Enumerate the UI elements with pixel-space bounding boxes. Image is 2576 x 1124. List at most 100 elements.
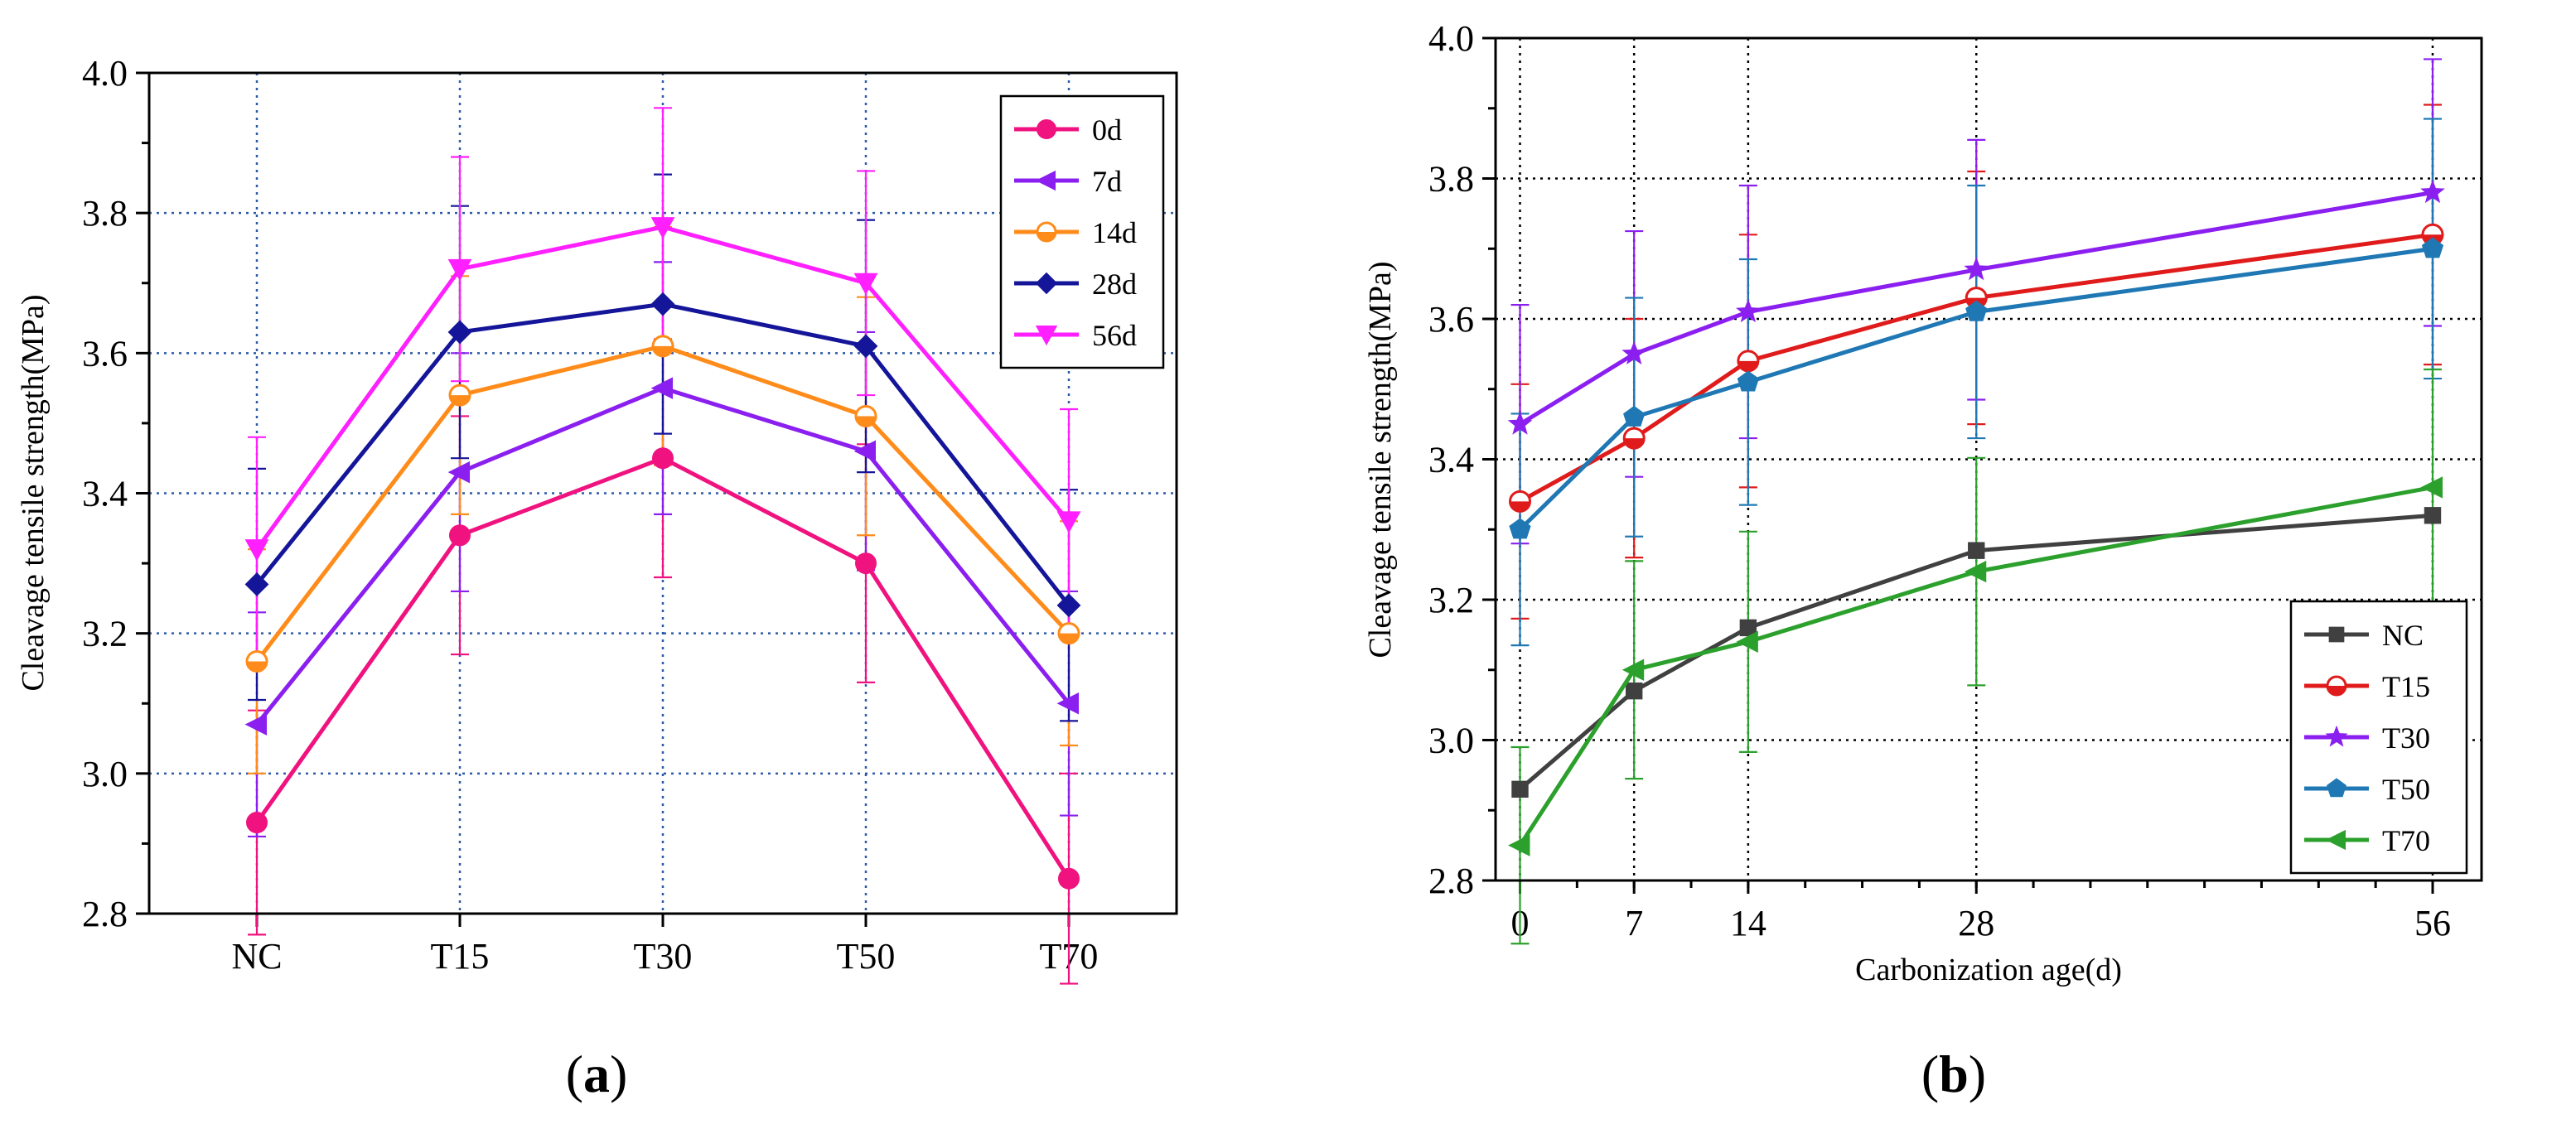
data-point-T70 xyxy=(2420,476,2443,499)
data-point-56d-triangle xyxy=(853,273,878,296)
data-point-56d xyxy=(1056,511,1081,533)
data-point-T50 xyxy=(1623,405,1646,427)
x-tick-label: T50 xyxy=(837,936,896,977)
data-point-14d-half xyxy=(856,416,876,427)
data-point-14d xyxy=(448,384,471,407)
series-28d xyxy=(244,292,1081,618)
legend-item: 14d xyxy=(1014,216,1137,249)
data-point-28d xyxy=(1056,593,1081,618)
y-tick-label: 3.6 xyxy=(82,333,128,374)
data-point-0d xyxy=(855,552,877,575)
data-point-T70-triangle xyxy=(2420,476,2443,499)
data-point-NC xyxy=(1739,619,1757,637)
legend-swatch-marker xyxy=(2325,725,2348,747)
data-point-T50-pentagon xyxy=(1509,518,1531,539)
data-point-7d-triangle xyxy=(447,461,470,484)
y-tick-label: 3.0 xyxy=(82,754,128,794)
data-point-0d-dot xyxy=(855,552,877,575)
y-tick-label: 2.8 xyxy=(1428,861,1474,901)
legend-label: 56d xyxy=(1092,319,1137,352)
y-tick-label: 3.2 xyxy=(82,614,128,654)
data-point-T50 xyxy=(1965,300,1988,321)
chart-b: 2.83.03.23.43.63.84.00 7 14 28 56 Cleavage t… xyxy=(1363,18,2483,1103)
data-point-T50 xyxy=(2421,237,2444,258)
legend-item: T50 xyxy=(2304,773,2430,806)
legend-swatch-marker xyxy=(2328,626,2345,643)
data-point-T70-triangle xyxy=(1621,658,1645,681)
legend-swatch-marker xyxy=(1035,326,1058,346)
data-point-T15 xyxy=(1737,350,1760,373)
series-56d xyxy=(244,217,1081,562)
legend-item: 7d xyxy=(1014,165,1122,198)
legend-swatch-marker-dot xyxy=(1037,119,1056,139)
data-point-T15-half xyxy=(1510,501,1530,512)
data-point-14d-half xyxy=(247,661,267,672)
data-point-T50 xyxy=(1737,370,1760,392)
data-point-7d-triangle xyxy=(1056,692,1079,715)
data-point-T70 xyxy=(1964,560,1987,583)
legend-label: T30 xyxy=(2382,721,2430,755)
x-tick-label: NC xyxy=(231,936,282,977)
y-tick-label: 3.4 xyxy=(1428,440,1474,480)
legend-swatch-marker-star xyxy=(2325,725,2348,747)
legend-swatch-marker xyxy=(1035,272,1058,295)
data-point-28d-diamond xyxy=(650,292,675,316)
data-point-T15-half xyxy=(1624,438,1645,449)
legend-item: T70 xyxy=(2304,824,2430,857)
y-tick-label: 3.8 xyxy=(1428,159,1474,200)
legend-label: 28d xyxy=(1092,268,1137,301)
data-point-0d xyxy=(246,812,268,834)
data-point-T50-pentagon xyxy=(2421,237,2444,258)
data-point-56d xyxy=(650,217,675,239)
chart-b-x-axis-title: Carbonization age(d) xyxy=(1855,953,2122,987)
data-point-0d xyxy=(449,524,471,547)
chart-b-ticks: 2.83.03.23.43.63.84.00 7 14 28 56 xyxy=(1428,18,2451,943)
legend-swatch-marker xyxy=(1036,221,1057,243)
legend-swatch-marker xyxy=(2326,778,2347,798)
legend-label: 14d xyxy=(1092,216,1137,249)
x-tick-label: 28 xyxy=(1958,903,1994,943)
legend-label: NC xyxy=(2382,619,2424,652)
legend-swatch-marker-half xyxy=(2327,686,2346,695)
data-point-T30 xyxy=(1964,257,1989,281)
legend-label: 0d xyxy=(1092,113,1122,147)
data-point-T30 xyxy=(1621,340,1647,364)
legend-label: T15 xyxy=(2382,670,2430,703)
x-tick-label: 7 xyxy=(1625,903,1643,943)
y-tick-label: 3.2 xyxy=(1428,580,1474,620)
chart-b-legend: NC T15 T30 T50 T70 xyxy=(2289,600,2468,875)
data-point-T30 xyxy=(2420,179,2445,204)
data-point-T30-star xyxy=(1964,257,1989,281)
data-point-T15-half xyxy=(1737,360,1758,371)
data-point-T70-triangle xyxy=(1508,834,1530,856)
data-point-NC-square xyxy=(1511,780,1529,798)
data-point-NC-square xyxy=(1739,619,1757,637)
data-point-0d-dot xyxy=(1058,867,1080,890)
chart-a-series xyxy=(244,217,1081,890)
data-point-T70 xyxy=(1621,658,1645,681)
data-point-28d xyxy=(447,320,472,345)
series-7d xyxy=(244,377,1079,736)
chart-b-frame xyxy=(1494,36,2483,882)
chart-a-panel-label: (a) xyxy=(566,1044,628,1103)
data-point-NC-square xyxy=(1968,542,1985,559)
x-tick-label: T15 xyxy=(431,936,490,977)
legend-swatch-marker-pentagon xyxy=(2326,778,2347,798)
x-tick-label: 14 xyxy=(1730,903,1766,943)
data-point-T30-star xyxy=(2420,179,2445,204)
data-point-T70-triangle xyxy=(1736,630,1758,654)
series-14d xyxy=(245,335,1080,673)
y-tick-label: 3.8 xyxy=(82,193,128,234)
data-point-7d-triangle xyxy=(853,440,876,462)
data-point-7d xyxy=(244,713,267,736)
data-point-NC xyxy=(1625,682,1643,700)
y-tick-label: 2.8 xyxy=(82,894,128,934)
x-tick-label: 56 xyxy=(2414,903,2451,943)
data-point-7d xyxy=(853,440,876,462)
data-point-T30 xyxy=(1736,298,1761,323)
data-point-14d-half xyxy=(1059,633,1079,644)
data-point-14d xyxy=(245,650,268,673)
legend-item: T30 xyxy=(2304,721,2430,755)
legend-swatch-marker-square xyxy=(2328,626,2345,643)
data-point-T70-triangle xyxy=(1964,560,1987,583)
